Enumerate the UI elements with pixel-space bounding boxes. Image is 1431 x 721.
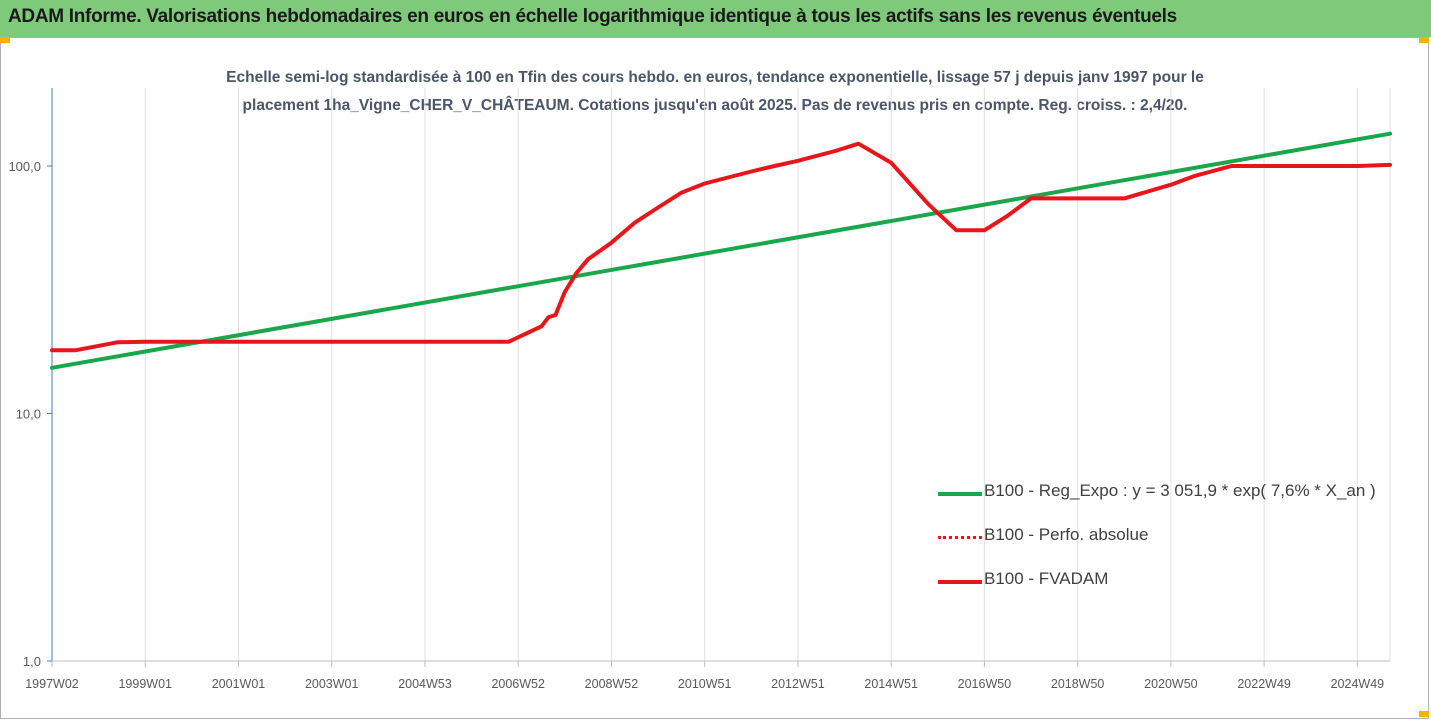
x-tick-label: 2004W53 bbox=[398, 677, 452, 691]
series-line-regression bbox=[50, 131, 1392, 370]
y-tick-label: 100,0 bbox=[8, 159, 41, 174]
x-tick-label: 1997W02 bbox=[25, 677, 79, 691]
legend-label-perfo: B100 - Perfo. absolue bbox=[984, 525, 1149, 544]
axis-layer: 1997W02 1999W01 2001W01 2003W01 2004W53 2006W… bbox=[8, 88, 1390, 691]
x-tick-label: 2006W52 bbox=[491, 677, 545, 691]
legend-label-regression: B100 - Reg_Expo : y = 3 051,9 * exp( 7,6… bbox=[984, 481, 1376, 500]
y-tick-label: 1,0 bbox=[23, 654, 41, 669]
corner-mark-right bbox=[1419, 37, 1429, 43]
report-header: ADAM Informe. Valorisations hebdomadaire… bbox=[0, 0, 1431, 37]
x-tick-label: 2018W50 bbox=[1051, 677, 1105, 691]
x-tick-label: 2001W01 bbox=[212, 677, 266, 691]
series-line-fvadam bbox=[50, 141, 1392, 353]
x-tick-label: 2003W01 bbox=[305, 677, 359, 691]
legend-swatch-perfo bbox=[938, 536, 982, 539]
legend-swatch-regression bbox=[938, 492, 982, 496]
chart-subtitle-line-2: placement 1ha_Vigne_CHER_V_CHÂTEAUM. Cot… bbox=[242, 97, 1188, 114]
x-tick-label: 2014W51 bbox=[864, 677, 918, 691]
x-tick-label: 2016W50 bbox=[958, 677, 1012, 691]
x-tick-label: 2008W52 bbox=[585, 677, 639, 691]
x-tick-label: 2024W49 bbox=[1331, 677, 1385, 691]
corner-mark-left bbox=[0, 37, 10, 43]
report-title: ADAM Informe. Valorisations hebdomadaire… bbox=[8, 6, 1177, 27]
x-tick-label: 2012W51 bbox=[771, 677, 825, 691]
x-tick-label: 2010W51 bbox=[678, 677, 732, 691]
chart-subtitle-line-1: Echelle semi-log standardisée à 100 en T… bbox=[226, 69, 1204, 86]
corner-mark-bottom-right bbox=[1419, 711, 1429, 717]
legend-label-fvadam: B100 - FVADAM bbox=[984, 569, 1109, 588]
y-tick-label: 10,0 bbox=[16, 407, 41, 422]
x-tick-label: 2020W50 bbox=[1144, 677, 1198, 691]
legend-swatch-fvadam bbox=[938, 580, 982, 584]
chart-subtitle: Echelle semi-log standardisée à 100 en T… bbox=[150, 64, 1280, 120]
x-tick-label: 1999W01 bbox=[118, 677, 172, 691]
series-layer bbox=[50, 131, 1392, 370]
x-tick-label: 2022W49 bbox=[1237, 677, 1291, 691]
